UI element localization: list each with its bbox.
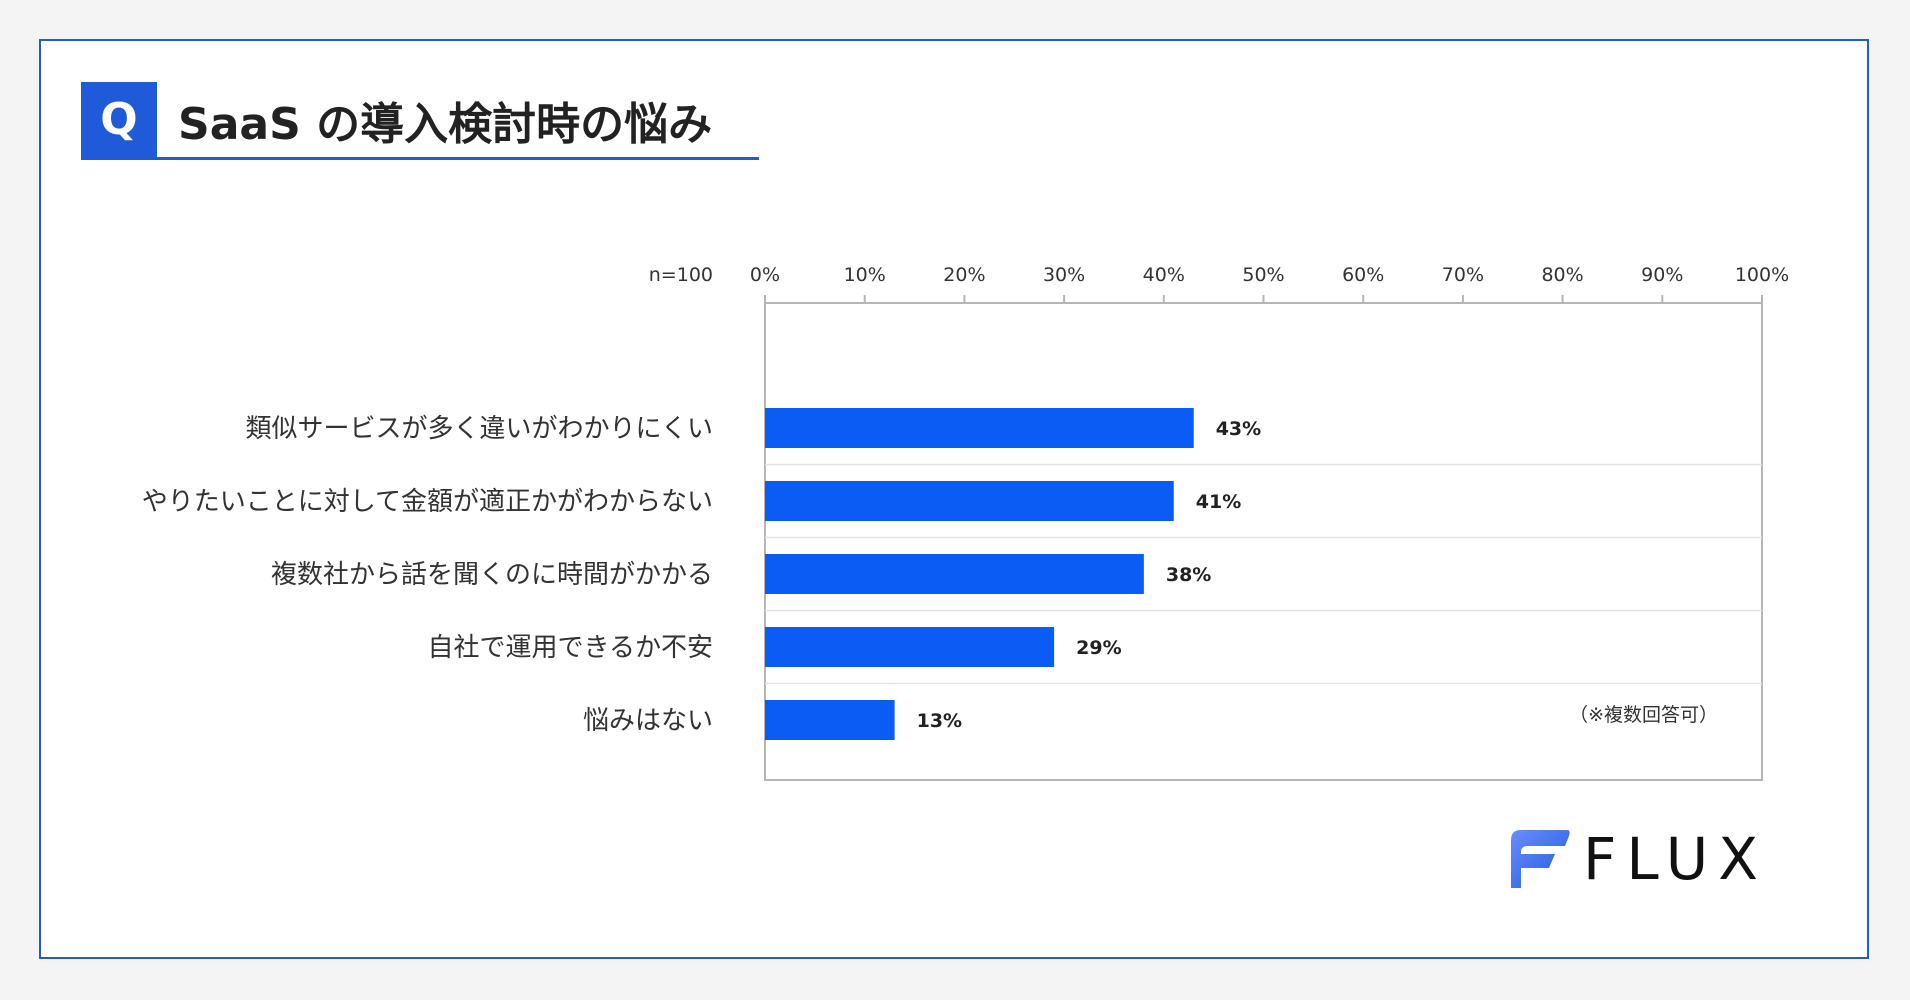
x-tick-label: 70%: [1442, 264, 1484, 286]
bar-value-label: 13%: [917, 710, 962, 732]
category-label: やりたいことに対して金額が適正かがわからない: [142, 487, 713, 517]
bar-value-label: 41%: [1196, 491, 1241, 513]
bar: [765, 554, 1144, 594]
x-tick-label: 80%: [1541, 264, 1583, 286]
page-title: SaaS の導入検討時の悩み: [178, 98, 713, 150]
x-tick-label: 30%: [1043, 264, 1085, 286]
category-label: 複数社から話を聞くのに時間がかかる: [271, 560, 713, 590]
bar: [765, 408, 1194, 448]
multiple-answer-note: （※複数回答可）: [1569, 704, 1718, 726]
x-tick-label: 50%: [1242, 264, 1284, 286]
bar: [765, 700, 895, 740]
category-label: 自社で運用できるか不安: [428, 633, 713, 663]
x-tick-label: 40%: [1143, 264, 1185, 286]
bar: [765, 627, 1055, 667]
q-badge: Q: [81, 82, 157, 157]
bar: [765, 481, 1174, 521]
title-block: Q SaaS の導入検討時の悩み: [81, 82, 759, 160]
x-tick-label: 100%: [1735, 264, 1789, 286]
category-label: 悩みはない: [583, 706, 713, 736]
survey-card: Q SaaS の導入検討時の悩み: [39, 39, 1869, 959]
bar-value-label: 43%: [1216, 418, 1261, 440]
x-tick-label: 10%: [844, 264, 886, 286]
sample-size-label: n=100: [649, 264, 713, 286]
flux-logo-icon: [1511, 830, 1570, 888]
x-tick-label: 90%: [1641, 264, 1683, 286]
flux-logo: FLUX: [1505, 825, 1805, 893]
category-label: 類似サービスが多く違いがわかりにくい: [246, 414, 713, 444]
flux-logo-text: FLUX: [1583, 825, 1768, 893]
bar-value-label: 29%: [1076, 637, 1121, 659]
x-tick-label: 20%: [943, 264, 985, 286]
bar-value-label: 38%: [1166, 564, 1211, 586]
x-tick-label: 0%: [750, 264, 780, 286]
x-tick-label: 60%: [1342, 264, 1384, 286]
